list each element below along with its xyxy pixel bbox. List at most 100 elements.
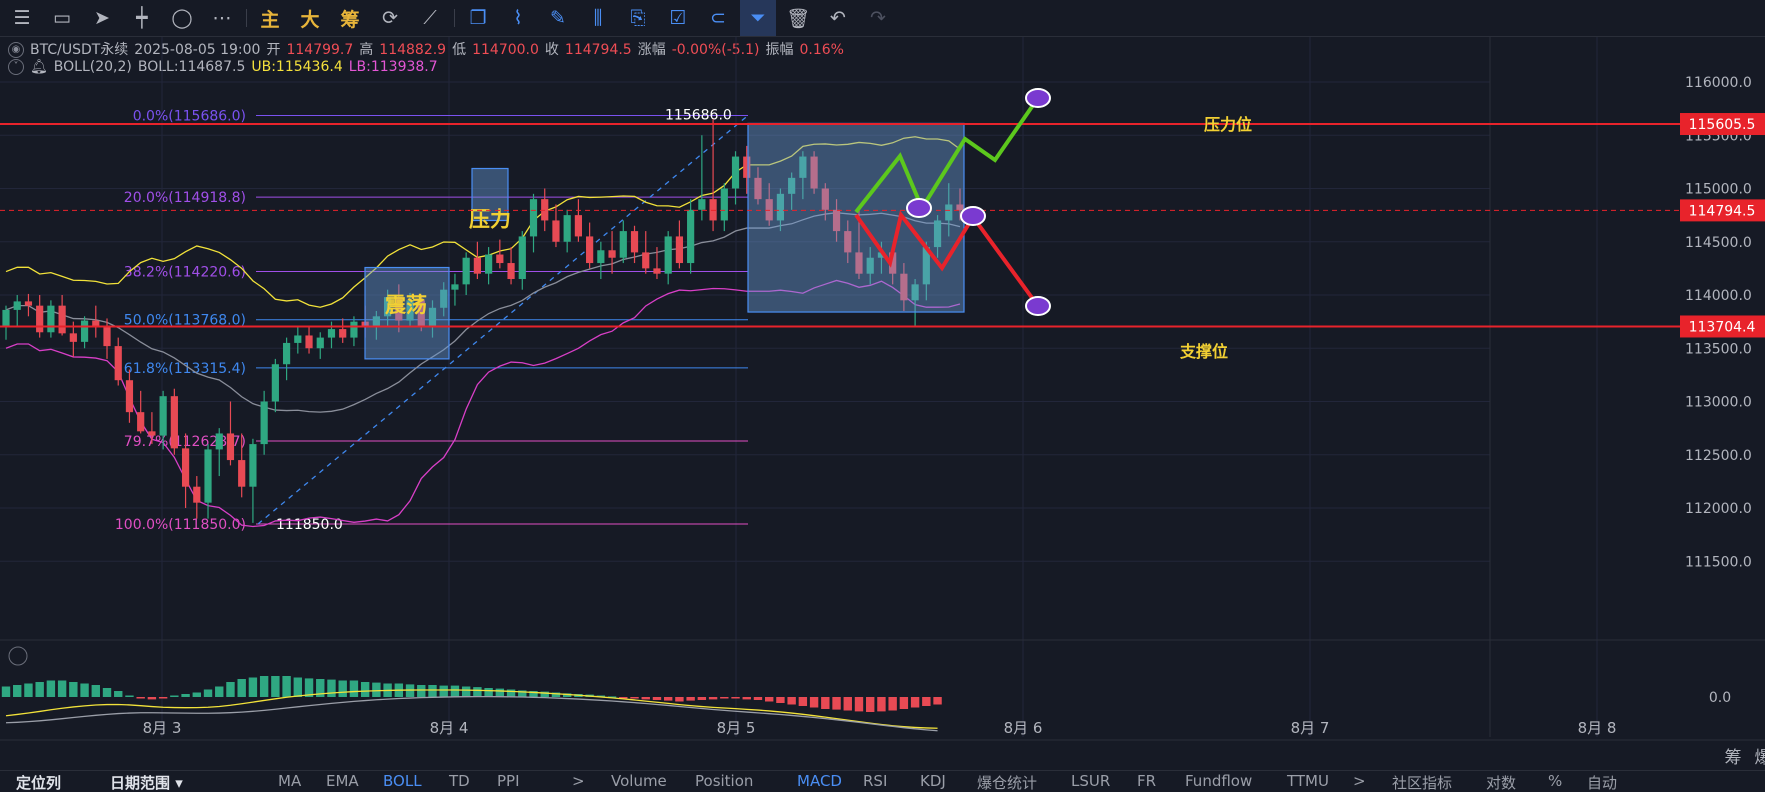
macd-histogram-bar xyxy=(92,685,100,697)
x-tick-label: 8月 3 xyxy=(143,719,182,737)
candles-icon[interactable]: ⫼ xyxy=(580,0,616,36)
price-tag-label: 115605.5 xyxy=(1689,117,1756,133)
indicator-tab[interactable]: > xyxy=(572,772,585,790)
macd-histogram-bar xyxy=(630,697,638,699)
indicator-tab[interactable]: TTMU xyxy=(1287,772,1329,790)
indicator-tab[interactable]: 爆仓统计 xyxy=(977,772,1037,792)
circle-icon[interactable]: ◯ xyxy=(164,0,200,36)
macd-histogram-bar xyxy=(148,697,156,699)
indicator-tab[interactable]: % xyxy=(1548,772,1562,790)
candle-body xyxy=(227,433,234,460)
menu-icon[interactable]: ☰ xyxy=(4,0,40,36)
checklist-icon[interactable]: ☑ xyxy=(660,0,696,36)
price-chart[interactable]: 116000.0115500.0115000.0114500.0114000.0… xyxy=(0,37,1765,770)
y-tick-label: 115000.0 xyxy=(1685,182,1752,198)
macd-histogram-bar xyxy=(844,697,852,711)
candle-body xyxy=(204,449,211,502)
rectangle-icon[interactable]: ▭ xyxy=(44,0,80,36)
scenario-marker xyxy=(1026,297,1050,315)
side-toggle-label[interactable]: 筹 xyxy=(1725,748,1742,768)
candle-body xyxy=(463,258,470,285)
indicator-tab[interactable]: TD xyxy=(449,772,470,790)
indicator-tab[interactable]: MACD xyxy=(797,772,842,790)
indicator-tab[interactable]: 自动 xyxy=(1587,772,1617,792)
y-tick-label: 111500.0 xyxy=(1685,554,1752,570)
scenario-marker xyxy=(907,199,931,217)
ruler-icon[interactable]: ⌇ xyxy=(500,0,536,36)
main-indicator-button[interactable]: 主 xyxy=(252,0,288,36)
magnet-icon[interactable]: ⊂ xyxy=(700,0,736,36)
indicator-tab[interactable]: Fundflow xyxy=(1185,772,1252,790)
indicator-tab[interactable]: BOLL xyxy=(383,772,422,790)
macd-histogram-bar xyxy=(339,681,347,698)
toolbar-divider xyxy=(246,9,247,27)
candle-body xyxy=(249,444,256,487)
more-icon[interactable]: ⋯ xyxy=(204,0,240,36)
indicator-tab[interactable]: Volume xyxy=(611,772,667,790)
candle-body xyxy=(676,236,683,263)
indicator-tab[interactable]: Position xyxy=(695,772,753,790)
cursor-icon[interactable]: ➤ xyxy=(84,0,120,36)
candle-body xyxy=(575,215,582,236)
macd-histogram-bar xyxy=(417,685,425,697)
filter-icon[interactable]: ⏷ xyxy=(740,0,776,36)
pen-icon[interactable]: ✎ xyxy=(540,0,576,36)
macd-histogram-bar xyxy=(35,682,43,697)
macd-histogram-bar xyxy=(103,688,111,697)
toolbar-divider xyxy=(454,9,455,27)
macd-histogram-bar xyxy=(226,682,234,697)
macd-histogram-bar xyxy=(440,686,448,697)
sync-icon[interactable]: ⟳ xyxy=(372,0,408,36)
slash-tool-icon[interactable]: ⟋ xyxy=(412,0,448,36)
copy-icon[interactable]: ❐ xyxy=(460,0,496,36)
large-order-button[interactable]: 大 xyxy=(292,0,328,36)
undo-icon[interactable]: ↶ xyxy=(820,0,856,36)
macd-histogram-bar xyxy=(350,681,358,698)
horizontal-line-icon[interactable]: ┿ xyxy=(124,0,160,36)
macd-histogram-bar xyxy=(698,697,706,700)
y-tick-label: 114000.0 xyxy=(1685,288,1752,304)
indicator-tab[interactable]: 对数 xyxy=(1486,772,1516,792)
candle-body xyxy=(665,236,672,273)
indicator-tab[interactable]: EMA xyxy=(326,772,359,790)
macd-histogram-bar xyxy=(720,697,728,699)
indicator-tab[interactable]: PPI xyxy=(497,772,520,790)
redo-icon[interactable]: ↷ xyxy=(860,0,896,36)
candle-body xyxy=(305,335,312,348)
indicator-tab[interactable]: MA xyxy=(278,772,301,790)
note-icon[interactable]: ⎘ xyxy=(620,0,656,36)
candle-body xyxy=(193,487,200,503)
candle-body xyxy=(36,306,43,333)
indicator-tab[interactable]: FR xyxy=(1137,772,1156,790)
macd-histogram-bar xyxy=(170,696,178,698)
candle-body xyxy=(294,335,301,342)
trash-icon[interactable]: 🗑 xyxy=(780,0,816,36)
support-label: 支撑位 xyxy=(1179,342,1228,361)
candle-body xyxy=(564,215,571,242)
x-tick-label: 8月 7 xyxy=(1291,719,1330,737)
fib-level-label: 38.2%(114220.6) xyxy=(124,265,246,281)
macd-collapse-icon[interactable] xyxy=(9,647,27,665)
macd-histogram-bar xyxy=(69,682,77,697)
candle-body xyxy=(160,396,167,435)
indicator-tab[interactable]: > xyxy=(1353,772,1366,790)
x-tick-label: 8月 6 xyxy=(1004,719,1043,737)
candle-body xyxy=(103,327,110,346)
macd-zero-label: 0.0 xyxy=(1709,690,1731,706)
bottom-left-tab[interactable]: 日期范围 ▾ xyxy=(110,772,183,792)
macd-histogram-bar xyxy=(47,681,55,698)
indicator-tab[interactable]: KDJ xyxy=(920,772,946,790)
candle-body xyxy=(350,322,357,338)
candle-body xyxy=(283,343,290,364)
indicator-tab[interactable]: 社区指标 xyxy=(1392,772,1452,792)
candle-body xyxy=(126,380,133,412)
macd-histogram-bar xyxy=(731,697,739,699)
candle-body xyxy=(81,321,88,342)
chip-distribution-button[interactable]: 筹 xyxy=(332,0,368,36)
side-toggle-label[interactable]: 爆 xyxy=(1755,748,1765,768)
macd-histogram-bar xyxy=(193,693,201,698)
candle-body xyxy=(148,431,155,435)
indicator-tab[interactable]: RSI xyxy=(863,772,887,790)
indicator-tab[interactable]: LSUR xyxy=(1071,772,1110,790)
bottom-left-tab[interactable]: 定位列 xyxy=(16,772,61,792)
